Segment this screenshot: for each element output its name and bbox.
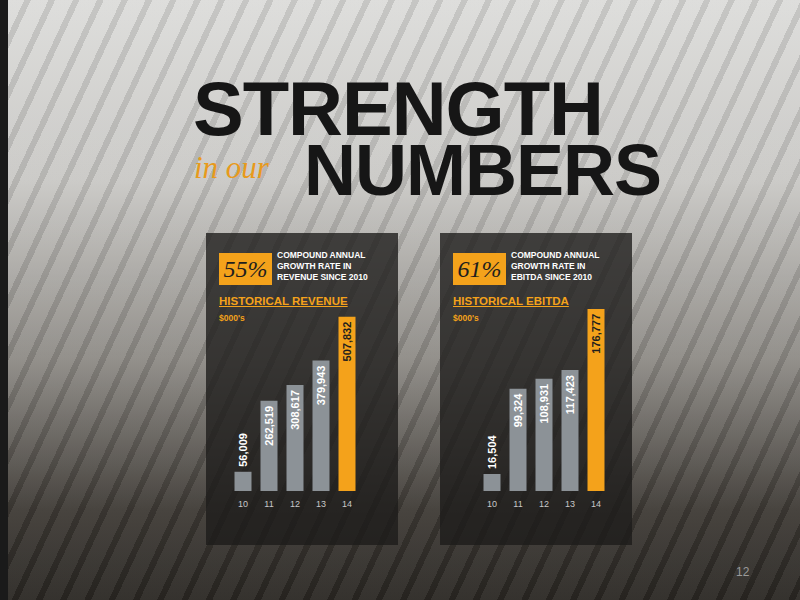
html-text:$000's: $000's bbox=[219, 313, 245, 323]
html-text:NUMBERS: NUMBERS bbox=[304, 130, 661, 210]
svg-text:507,832: 507,832 bbox=[341, 322, 353, 362]
html-text:COMPOUND ANNUAL GROWTH RATE IN: COMPOUND ANNUAL GROWTH RATE IN EBITDA SI… bbox=[511, 250, 600, 282]
html-text:12: 12 bbox=[736, 565, 750, 579]
svg-text:12: 12 bbox=[539, 499, 549, 509]
svg-text:10: 10 bbox=[487, 499, 497, 509]
html-text:55%: 55% bbox=[223, 256, 268, 282]
svg-text:16,504: 16,504 bbox=[486, 434, 498, 469]
svg-text:56,009: 56,009 bbox=[237, 433, 249, 467]
html-text:in our: in our bbox=[194, 150, 269, 185]
svg-text:14: 14 bbox=[342, 499, 352, 509]
svg-text:262,519: 262,519 bbox=[263, 406, 275, 446]
html-text:STRENGTH: STRENGTH bbox=[193, 66, 603, 151]
svg-text:14: 14 bbox=[591, 499, 601, 509]
svg-text:12: 12 bbox=[290, 499, 300, 509]
svg-text:379,943: 379,943 bbox=[315, 366, 327, 406]
svg-text:308,617: 308,617 bbox=[289, 390, 301, 430]
svg-text:11: 11 bbox=[264, 499, 273, 509]
html-text:$000's: $000's bbox=[453, 313, 479, 323]
html-text:61%: 61% bbox=[457, 256, 502, 282]
html-text:HISTORICAL REVENUE: HISTORICAL REVENUE bbox=[219, 295, 348, 307]
svg-text:99,324: 99,324 bbox=[512, 393, 524, 428]
html-text:HISTORICAL EBITDA: HISTORICAL EBITDA bbox=[453, 295, 569, 307]
svg-text:13: 13 bbox=[316, 499, 326, 509]
svg-text:108,931: 108,931 bbox=[538, 384, 550, 424]
html-text:COMPOUND ANNUAL GROWTH RATE IN: COMPOUND ANNUAL GROWTH RATE IN REVENUE S… bbox=[277, 250, 368, 282]
svg-text:117,423: 117,423 bbox=[564, 375, 576, 414]
svg-text:176,777: 176,777 bbox=[590, 314, 602, 354]
svg-text:11: 11 bbox=[513, 499, 522, 509]
svg-text:13: 13 bbox=[565, 499, 575, 509]
svg-text:10: 10 bbox=[238, 499, 248, 509]
